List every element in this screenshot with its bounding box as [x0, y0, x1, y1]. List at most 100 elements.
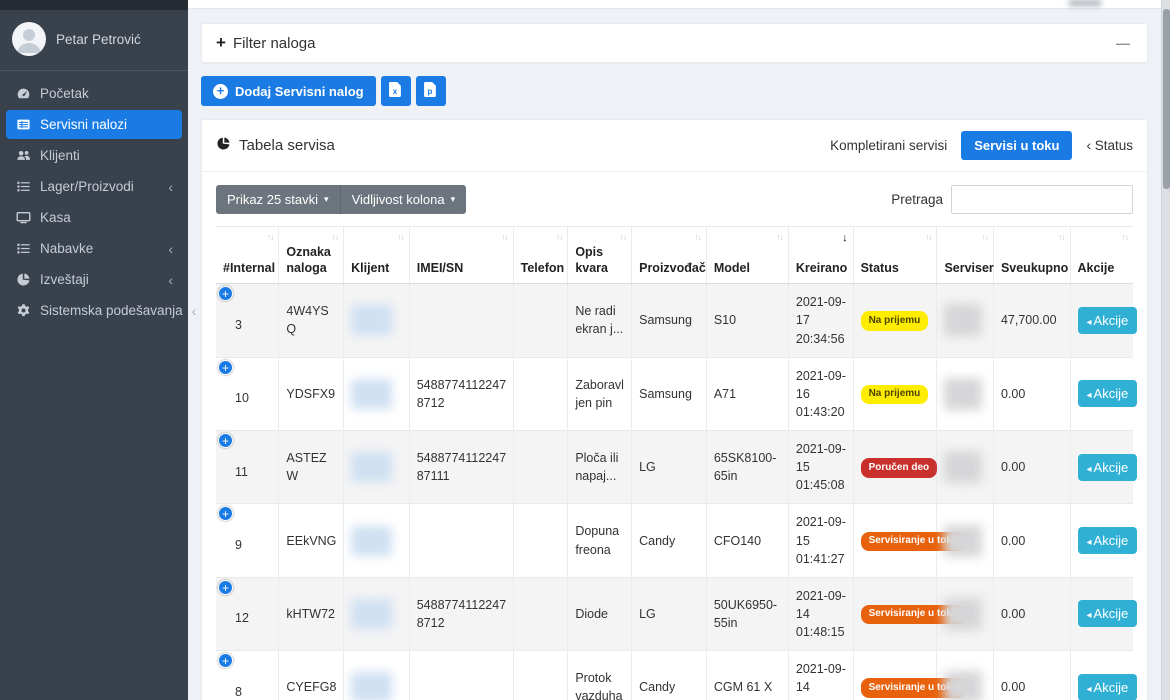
add-service-order-button[interactable]: + Dodaj Servisni nalog	[201, 76, 376, 106]
akcije-button[interactable]: ◂ Akcije	[1077, 600, 1138, 628]
akcije-button[interactable]: ◂ Akcije	[1077, 453, 1138, 481]
tab-kompletirani-servisi[interactable]: Kompletirani servisi	[830, 138, 948, 153]
client-redacted-blur	[351, 378, 393, 409]
cell-akcije: ◂ Akcije	[1069, 430, 1138, 505]
serviser-redacted-blur	[944, 524, 982, 557]
column-header-oznaka-naloga[interactable]: ↑↓ Oznaka naloga	[278, 225, 344, 285]
table-row: +3 4W4YSQ Ne radi ekran j... Samsung S10 2021…	[216, 283, 1138, 358]
column-header-serviser[interactable]: ↑↓ Serviser	[936, 225, 994, 285]
tachometer-icon	[15, 86, 31, 101]
sidebar-item-label: Početak	[40, 86, 89, 101]
expand-row-button plus-circle-icon[interactable]: +	[218, 506, 233, 522]
cell-internal: +8	[216, 650, 279, 700]
user-panel[interactable]: Petar Petrović	[0, 10, 188, 71]
column-header-internal[interactable]: ↑↓ #Internal	[216, 225, 279, 285]
cell-kreirano: 2021-09-14 01:48:15	[787, 577, 854, 652]
akcije-button[interactable]: ◂ Akcije	[1077, 380, 1138, 408]
column-header-sveukupno[interactable]: ↑↓ Sveukupno	[992, 225, 1070, 285]
sort-icon: ↑↓	[694, 232, 701, 242]
cell-opis-kvara: Ploča ili napaj...	[567, 430, 632, 505]
sort-icon: ↑↓	[555, 232, 563, 242]
sidebar-nav: Početak Servisni nalozi Klijenti Lager/Proi…	[0, 79, 196, 325]
expand-row-button plus-circle-icon[interactable]: +	[218, 579, 233, 595]
client-redacted-blur	[351, 452, 393, 483]
expand-row-button plus-circle-icon[interactable]: +	[218, 286, 233, 302]
cell-status: Poručen deo	[852, 430, 938, 505]
export-button-p[interactable]: p	[415, 76, 446, 106]
column-header-telefon[interactable]: ↑↓ Telefon	[512, 225, 568, 285]
search-input[interactable]	[951, 185, 1133, 214]
expand-row-button plus-circle-icon[interactable]: +	[218, 433, 233, 448]
table-row: +8 CYEFG8 Protok vazduha Candy CGM 61 X 2021-…	[216, 650, 1138, 700]
sidebar-item-label: Izveštaji	[40, 272, 89, 287]
sidebar-item-nabavke[interactable]: Nabavke ‹	[6, 234, 182, 263]
column-visibility-button[interactable]: Vidljivost kolona ▾	[340, 185, 467, 214]
cell-sveukupno: 0.00	[992, 357, 1070, 432]
cell-model: 65SK8100-65in	[705, 430, 789, 505]
page-size-button[interactable]: Prikaz 25 stavki ▾	[216, 185, 341, 214]
expand-row-button plus-circle-icon[interactable]: +	[218, 359, 233, 375]
scrollbar-thumb[interactable]	[1163, 9, 1170, 189]
column-header-imei-sn[interactable]: ↑↓ IMEI/SN	[408, 225, 514, 285]
column-header-opis-kvara[interactable]: ↑↓ Opis kvara	[567, 225, 632, 285]
sidebar-item-klijenti[interactable]: Klijenti	[6, 141, 182, 170]
chevron-left-icon: ‹	[168, 271, 173, 288]
cell-imei-sn	[408, 650, 514, 700]
table-row: +10 YDSFX9 54887741122478712 Zaboravljen pi…	[216, 357, 1138, 432]
akcije-button[interactable]: ◂ Akcije	[1077, 527, 1138, 555]
sort-icon: ↑↓	[501, 232, 508, 242]
cell-klijent	[343, 430, 410, 505]
akcije-button[interactable]: ◂ Akcije	[1077, 306, 1138, 334]
cell-telefon	[512, 430, 568, 505]
column-header-status[interactable]: ↑↓ Status	[852, 225, 937, 285]
sidebar-item-kasa[interactable]: Kasa	[6, 203, 182, 232]
serviser-redacted-blur	[944, 671, 982, 700]
chevron-left-icon: ‹	[168, 240, 173, 257]
column-header-klijent[interactable]: ↑↓ Klijent	[343, 225, 410, 285]
sidebar-item-servisni-nalozi[interactable]: Servisni nalozi	[6, 110, 182, 139]
column-header-proizvo-a[interactable]: ↑↓ Proizvođač	[631, 225, 707, 285]
tab-status[interactable]: ‹ Status	[1086, 138, 1133, 153]
table-card-body: Prikaz 25 stavki ▾ Vidljivost kolona ▾ P…	[202, 172, 1147, 700]
column-header-kreirano[interactable]: ↓ Kreirano	[787, 225, 854, 285]
chevron-left-icon: ‹	[191, 302, 197, 319]
cell-internal: +9	[216, 503, 279, 578]
status-badge: Na prijemu	[860, 311, 929, 331]
sidebar-item-izve-taji[interactable]: Izveštaji ‹	[6, 265, 182, 294]
sidebar-item-label: Lager/Proizvodi	[40, 179, 134, 194]
status-badge: Na prijemu	[860, 384, 929, 405]
column-header-akcije[interactable]: ↑↓ Akcije	[1069, 225, 1133, 285]
status-badge: Poručen deo	[860, 458, 938, 478]
services-table: ↑↓ #Internal ↑↓ Oznaka naloga ↑↓ Klijent ↑↓ IME…	[216, 225, 1138, 700]
sidebar-item-lager-proizvodi[interactable]: Lager/Proizvodi ‹	[6, 172, 182, 201]
svg-text:x: x	[393, 87, 398, 96]
expand-row-button plus-circle-icon[interactable]: +	[218, 653, 233, 669]
scrollbar-track	[1161, 0, 1170, 700]
cell-sveukupno: 0.00	[992, 430, 1070, 505]
sidebar-item-po-etak[interactable]: Početak	[6, 79, 182, 108]
akcije-button[interactable]: ◂ Akcije	[1077, 673, 1138, 700]
column-header-model[interactable]: ↑↓ Model	[705, 225, 789, 285]
cell-kreirano: 2021-09-14 01:38:47	[787, 650, 854, 700]
cell-kreirano: 2021-09-16 01:43:20	[787, 357, 854, 432]
client-redacted-blur	[351, 305, 393, 336]
cell-akcije: ◂ Akcije	[1069, 577, 1138, 652]
users-icon	[15, 148, 31, 163]
cell-imei-sn	[408, 503, 514, 578]
cell-telefon	[512, 357, 568, 432]
sort-icon: ↑↓	[266, 232, 274, 242]
cell-imei-sn: 54887741122478712	[408, 577, 514, 652]
export-button-x[interactable]: x	[380, 76, 411, 106]
collapse-panel-button minus-icon[interactable]: —	[1116, 35, 1130, 51]
cell-proizvodjac: Candy	[631, 503, 707, 578]
caret-down-icon: ▾	[450, 194, 456, 204]
cell-sveukupno: 0.00	[992, 577, 1070, 652]
file-excel-icon: x	[389, 82, 402, 100]
sidebar-item-label: Sistemska podešavanja	[40, 303, 183, 318]
tab-servisi-u-toku[interactable]: Servisi u toku	[961, 131, 1073, 160]
sort-icon: ↑↓	[331, 232, 339, 242]
serviser-redacted-blur	[944, 304, 982, 337]
actions-row: + Dodaj Servisni nalog x p	[201, 76, 1148, 106]
sidebar-item-sistemska-pode-avanja[interactable]: Sistemska podešavanja ‹	[6, 296, 196, 325]
